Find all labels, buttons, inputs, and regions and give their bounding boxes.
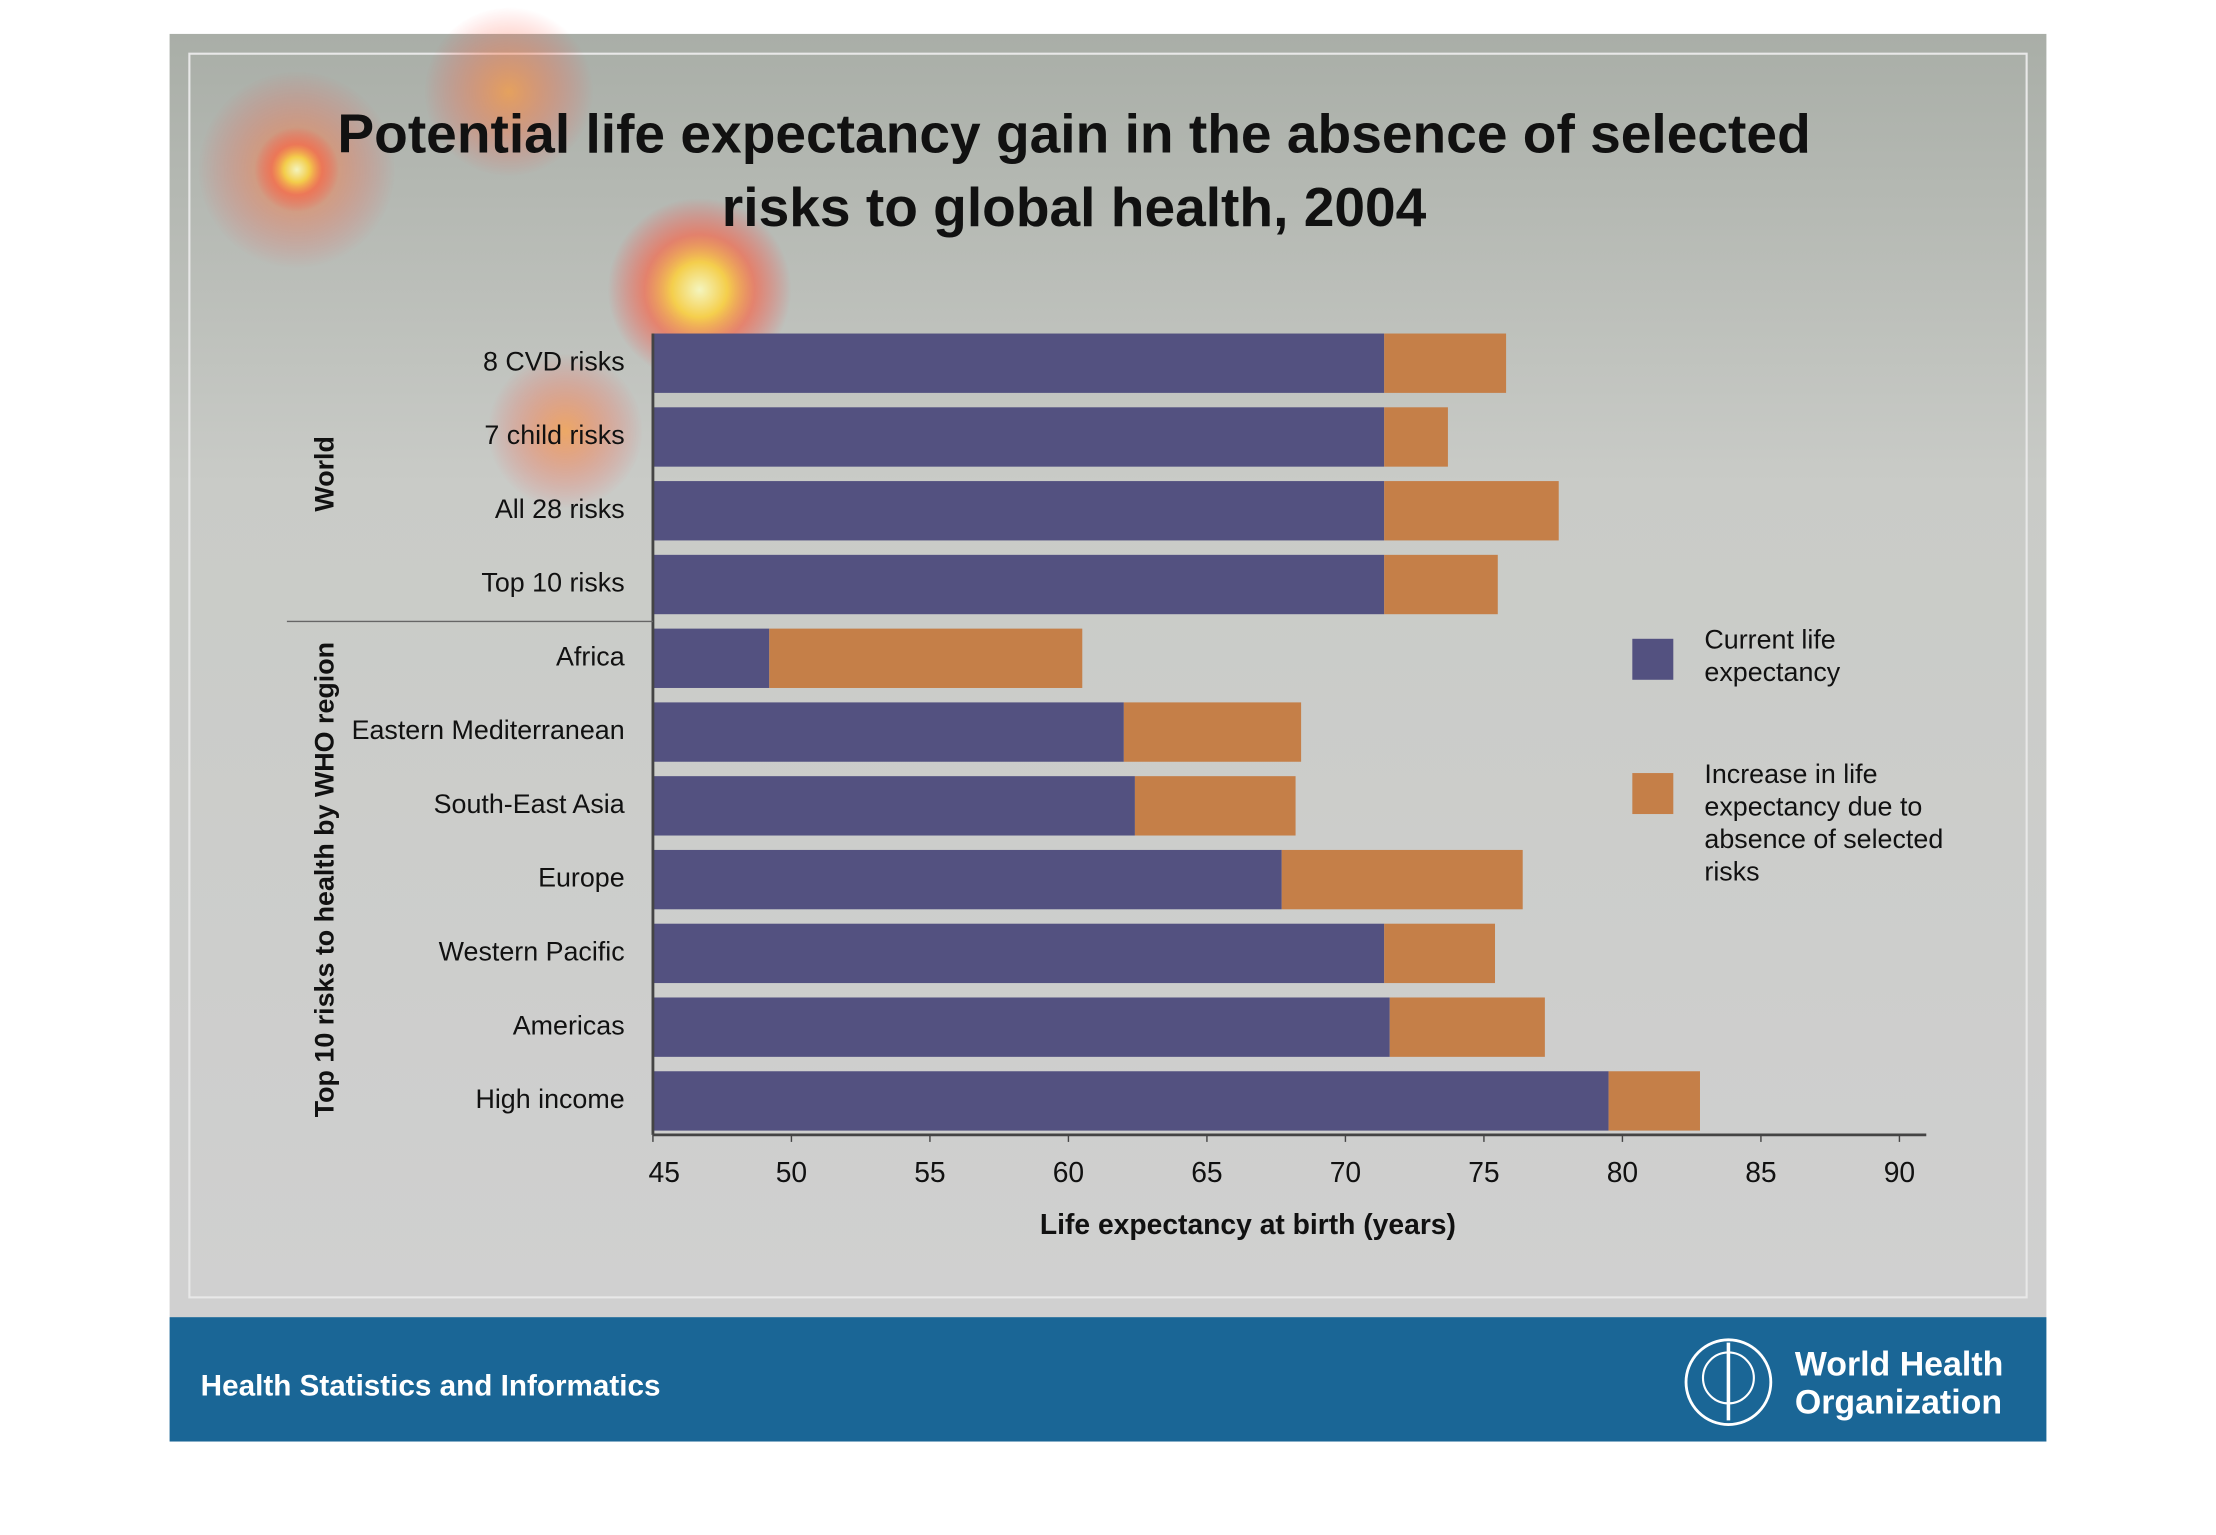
- bar-segment: [652, 628, 770, 688]
- legend-box: Current life expectancy: [1704, 626, 1841, 689]
- bar-segment: [1123, 702, 1302, 762]
- title-box: Potential life expectancy gain in the ab…: [337, 104, 1811, 239]
- x-axis-label: Life expectancy at birth (years): [1040, 1208, 1456, 1240]
- bar-segment: [1384, 333, 1507, 393]
- legend-label: Increase in life expectancy due to absen…: [1704, 760, 1944, 888]
- bar-segment: [769, 628, 1083, 688]
- group-label: World: [310, 436, 340, 512]
- x-tick-label: 90: [1884, 1156, 1915, 1188]
- x-tick-label: 75: [1468, 1156, 1499, 1188]
- slide-frame: [188, 52, 2028, 1299]
- bar-segment: [652, 407, 1385, 467]
- bar-segment: [1384, 923, 1496, 984]
- bar-segment: [652, 849, 1282, 910]
- x-tick-label: 55: [914, 1156, 945, 1188]
- bar-segment: [652, 481, 1385, 541]
- x-tick-label: 85: [1745, 1156, 1776, 1188]
- bar-segment: [1281, 849, 1523, 910]
- y-tick-label: Americas: [513, 1010, 625, 1040]
- bar-segment: [1134, 776, 1296, 836]
- x-tick-label: 45: [649, 1156, 680, 1188]
- chart-title: Potential life expectancy gain in the ab…: [337, 104, 1811, 239]
- who-logo: World Health Organization: [1684, 1338, 2003, 1426]
- group-label: Top 10 risks to health by WHO region: [310, 642, 340, 1117]
- bar-segment: [652, 997, 1390, 1057]
- heat-spot: [254, 127, 340, 212]
- y-tick-label: Africa: [556, 641, 625, 671]
- y-tick-label: Top 10 risks: [481, 568, 624, 598]
- legend-box: Increase in life expectancy due to absen…: [1704, 760, 1944, 888]
- heat-spot: [423, 7, 594, 177]
- legend-swatch: [1632, 638, 1674, 680]
- y-tick-label: Eastern Mediterranean: [352, 715, 625, 745]
- x-tick-label: 70: [1330, 1156, 1361, 1188]
- bar-segment: [652, 333, 1385, 393]
- legend-swatch: [1632, 773, 1674, 815]
- y-tick-label: 7 child risks: [484, 420, 624, 450]
- x-tick-label: 80: [1607, 1156, 1638, 1188]
- x-tick-label: 50: [776, 1156, 807, 1188]
- bar-segment: [1384, 554, 1498, 615]
- y-tick-label: Europe: [538, 863, 625, 893]
- logo-text: Organization: [1795, 1384, 2002, 1422]
- y-tick-label: South-East Asia: [434, 789, 625, 819]
- logo-emblem: [1684, 1338, 1773, 1426]
- x-tick-label: 60: [1053, 1156, 1084, 1188]
- footer-band: [169, 1317, 2047, 1442]
- bar-segment: [1608, 1071, 1700, 1131]
- y-tick-label: Western Pacific: [439, 936, 625, 966]
- bar-segment: [652, 554, 1385, 615]
- y-tick-label: 8 CVD risks: [483, 346, 625, 376]
- y-tick-label: High income: [475, 1084, 624, 1114]
- x-tick-label: 65: [1191, 1156, 1222, 1188]
- footer-text: Health Statistics and Informatics: [201, 1370, 661, 1403]
- bar-segment: [1389, 997, 1545, 1057]
- bar-segment: [652, 702, 1124, 762]
- heat-spot: [487, 353, 644, 509]
- legend-label: Current life expectancy: [1704, 626, 1841, 689]
- bar-segment: [1384, 407, 1448, 467]
- bar-segment: [1384, 481, 1559, 541]
- logo-text: World Health: [1795, 1346, 2003, 1384]
- bar-segment: [652, 776, 1135, 836]
- bar-segment: [652, 1071, 1609, 1131]
- y-tick-label: All 28 risks: [495, 494, 625, 524]
- bar-segment: [652, 923, 1385, 984]
